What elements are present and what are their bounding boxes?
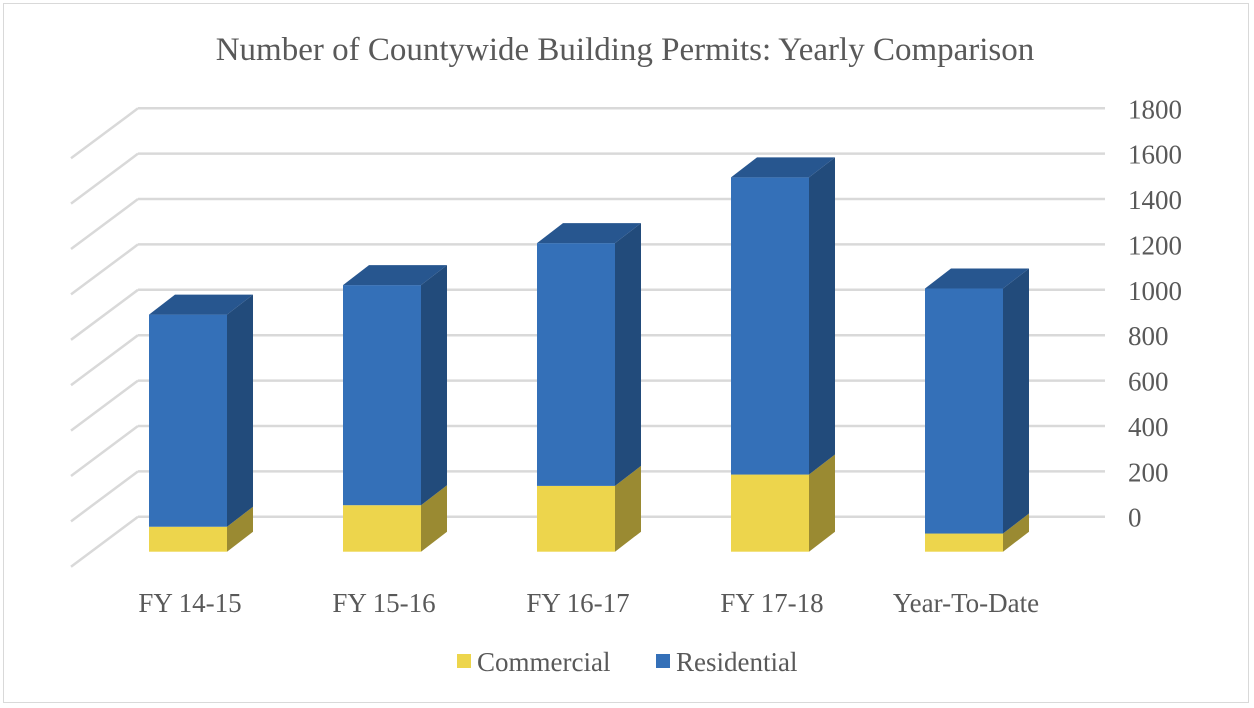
bar-top <box>731 157 835 178</box>
x-tick-label: FY 17-18 <box>720 588 823 618</box>
bar-top <box>343 265 447 286</box>
y-axis-ticks: 0 200 400 600 800 1000 1200 1400 1600 1800 <box>1128 94 1182 532</box>
side-gridline <box>70 334 139 387</box>
bar-residential <box>537 243 615 486</box>
bar-side-residential <box>615 223 641 486</box>
legend-swatch-commercial <box>457 654 471 668</box>
bars <box>149 157 1029 552</box>
y-tick-label: 800 <box>1128 321 1169 351</box>
side-gridline <box>70 470 139 523</box>
bar-residential <box>731 177 809 475</box>
bar-commercial <box>149 526 227 552</box>
legend: Commercial Residential <box>457 647 797 677</box>
y-tick-label: 200 <box>1128 457 1169 487</box>
x-tick-label: Year-To-Date <box>893 588 1039 618</box>
bar-side-commercial <box>227 506 253 552</box>
bar-side-residential <box>1003 268 1029 534</box>
side-gridline <box>70 152 139 205</box>
legend-swatch-residential <box>656 654 670 668</box>
x-tick-label: FY 16-17 <box>526 588 629 618</box>
y-tick-label: 1600 <box>1128 140 1182 170</box>
bar-top <box>149 294 253 315</box>
y-tick-label: 400 <box>1128 412 1169 442</box>
bar-commercial <box>731 474 809 552</box>
bar-top <box>925 268 1029 289</box>
legend-label-residential: Residential <box>676 647 797 677</box>
side-gridline <box>70 288 139 341</box>
side-gridline <box>70 198 139 251</box>
bar-side-commercial <box>421 485 447 552</box>
y-tick-label: 1200 <box>1128 230 1182 260</box>
y-tick-label: 1400 <box>1128 185 1182 215</box>
side-gridline <box>70 379 139 432</box>
bar-commercial <box>537 485 615 552</box>
bar-side-commercial <box>809 454 835 552</box>
bar-residential <box>925 288 1003 534</box>
bar-commercial <box>925 533 1003 552</box>
side-gridline <box>70 515 139 568</box>
x-tick-label: FY 15-16 <box>332 588 435 618</box>
bar-side-residential <box>227 294 253 527</box>
side-gridline <box>70 243 139 296</box>
chart-title: Number of Countywide Building Permits: Y… <box>216 32 1035 68</box>
y-tick-label: 0 <box>1128 503 1142 533</box>
x-tick-label: FY 14-15 <box>138 588 241 618</box>
bar-top <box>537 223 641 244</box>
x-axis-ticks: FY 14-15 FY 15-16 FY 16-17 FY 17-18 Year-To-… <box>138 588 1039 618</box>
side-gridline <box>70 107 139 160</box>
bar-residential <box>343 285 421 506</box>
bar-side-commercial <box>1003 513 1029 552</box>
chart-frame <box>3 3 1249 703</box>
bar-side-residential <box>421 265 447 506</box>
legend-label-commercial: Commercial <box>477 647 610 677</box>
y-tick-label: 1000 <box>1128 276 1182 306</box>
bar-side-commercial <box>615 465 641 552</box>
side-gridline <box>70 424 139 477</box>
bar-side-residential <box>809 157 835 475</box>
y-tick-label: 600 <box>1128 367 1169 397</box>
bar-commercial <box>343 505 421 552</box>
bar-residential <box>149 314 227 527</box>
y-tick-label: 1800 <box>1128 94 1182 124</box>
